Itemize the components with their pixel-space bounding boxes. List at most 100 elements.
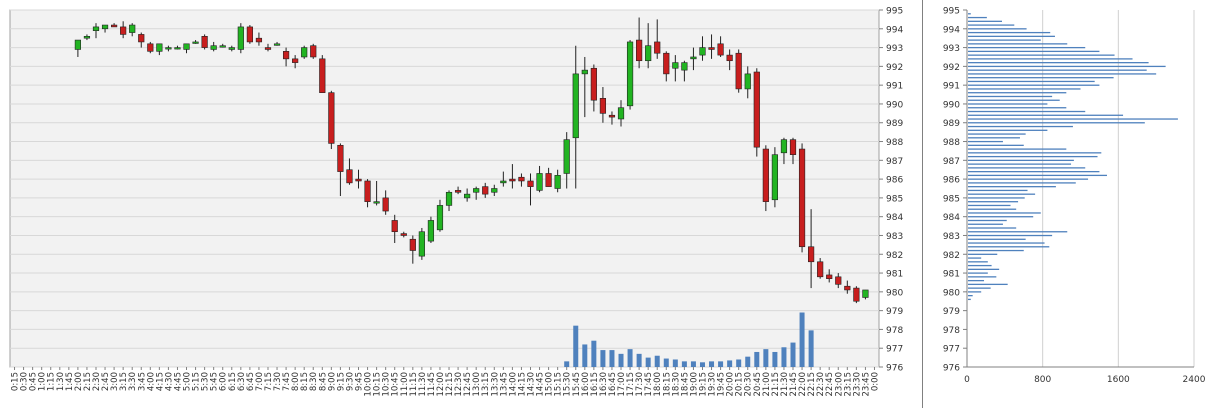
x-tick-label: 14:45 (536, 372, 546, 397)
x-tick-label: 3:15 (119, 372, 129, 391)
profile-y-tick-label: 993 (943, 44, 960, 54)
candle-body (500, 180, 507, 184)
volume-bar (781, 347, 787, 367)
profile-bar (968, 268, 1000, 270)
x-tick-label: 12:45 (463, 372, 473, 397)
profile-bar (968, 186, 1056, 188)
volume-bar (591, 340, 597, 367)
y-tick-label: 987 (886, 157, 903, 167)
x-tick-label: 21:45 (789, 372, 799, 397)
x-tick-label: 5:30 (201, 372, 211, 391)
profile-bar (968, 118, 1178, 120)
profile-y-tick-label: 995 (943, 7, 960, 17)
candle-body (310, 45, 317, 58)
x-tick-label: 9:30 (345, 372, 355, 391)
volume-bar (745, 356, 751, 367)
candle-body (826, 274, 833, 279)
x-tick-label: 13:30 (490, 372, 500, 397)
profile-x-tick-label: 1600 (1107, 375, 1130, 385)
x-tick-label: 13:45 (499, 372, 509, 397)
volume-bar (582, 344, 588, 367)
y-tick-label: 991 (886, 82, 903, 92)
x-tick-label: 22:15 (807, 372, 817, 397)
volume-bar (654, 355, 660, 367)
x-tick-label: 3:45 (137, 372, 147, 391)
x-tick-label: 7:45 (282, 372, 292, 391)
y-tick-label: 979 (886, 307, 903, 317)
volume-bar (681, 361, 687, 367)
x-tick-label: 1:00 (38, 372, 48, 391)
x-tick-label: 17:45 (644, 372, 654, 397)
candle-body (753, 71, 760, 148)
candle-body (572, 73, 579, 139)
candle-body (808, 246, 815, 263)
candle-body (464, 193, 471, 199)
profile-y-tick-label: 986 (943, 176, 960, 186)
x-tick-label: 21:00 (762, 372, 772, 397)
volume-bar (808, 330, 814, 367)
volume-bar (663, 358, 669, 367)
volume-bar (799, 312, 805, 367)
profile-bar (968, 35, 1055, 38)
candle-body (138, 34, 145, 43)
profile-bar (968, 201, 1019, 203)
profile-bar (968, 242, 1045, 244)
profile-bar (968, 231, 1068, 233)
y-tick-label: 983 (886, 232, 903, 242)
profile-bar (968, 39, 1041, 41)
y-tick-label: 982 (886, 251, 903, 261)
x-tick-label: 16:15 (590, 372, 600, 397)
profile-bar (968, 219, 1007, 222)
y-tick-label: 994 (886, 25, 903, 35)
volume-bar (718, 361, 724, 367)
profile-y-tick-label: 987 (943, 157, 960, 167)
profile-bar (968, 69, 1147, 71)
x-tick-label: 18:15 (662, 372, 672, 397)
x-tick-label: 22:45 (825, 372, 835, 397)
candle-body (391, 220, 398, 233)
volume-bar (600, 350, 606, 367)
x-tick-label: 13:00 (472, 372, 482, 397)
profile-bar (968, 107, 1067, 109)
profile-bar (968, 43, 1068, 45)
y-tick-label: 984 (886, 213, 903, 223)
profile-y-tick-label: 982 (943, 251, 960, 261)
y-tick-label: 989 (886, 119, 903, 129)
profile-bar (968, 298, 971, 301)
x-tick-label: 5:45 (210, 372, 220, 391)
candle-body (129, 24, 136, 33)
candle-body (835, 276, 842, 285)
x-tick-label: 12:00 (436, 372, 446, 397)
y-tick-label: 993 (886, 44, 903, 54)
profile-bar (968, 178, 1089, 180)
volume-bar (564, 361, 570, 367)
y-tick-label: 988 (886, 138, 903, 148)
candle-body (409, 238, 416, 251)
profile-y-tick-label: 994 (943, 25, 960, 35)
profile-bar (968, 287, 991, 289)
profile-bar (968, 54, 1115, 56)
x-tick-label: 3:30 (128, 372, 138, 391)
profile-y-tick-label: 976 (943, 364, 960, 374)
x-tick-label: 22:00 (798, 372, 808, 397)
candle-body (355, 178, 362, 182)
volume-bar (727, 360, 733, 367)
volume-bar (736, 359, 742, 367)
candle-body (708, 47, 715, 50)
profile-bar (968, 155, 1098, 158)
profile-bar (968, 122, 1145, 124)
profile-bar (968, 80, 1095, 83)
x-tick-label: 17:00 (617, 372, 627, 397)
profile-bar (968, 253, 998, 255)
x-tick-label: 7:15 (264, 372, 274, 391)
candle-body (617, 107, 625, 120)
x-tick-label: 10:00 (364, 372, 374, 397)
candle-body (273, 43, 281, 46)
profile-bar (968, 58, 1133, 60)
profile-y-tick-label: 992 (943, 63, 960, 73)
x-tick-label: 23:00 (834, 372, 844, 397)
candle-body (445, 191, 453, 206)
candle-body (328, 92, 335, 144)
candle-body (726, 54, 733, 62)
x-tick-label: 14:15 (517, 372, 527, 397)
